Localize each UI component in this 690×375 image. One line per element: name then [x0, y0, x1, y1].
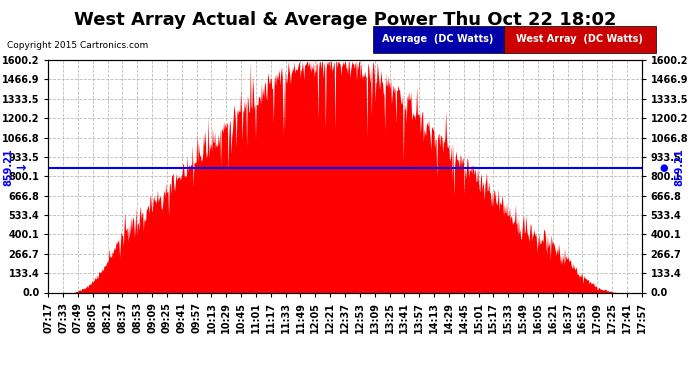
Text: →: → — [15, 161, 26, 174]
Text: 859.21: 859.21 — [675, 149, 684, 186]
Text: West Array  (DC Watts): West Array (DC Watts) — [516, 34, 643, 44]
Text: 859.21: 859.21 — [3, 149, 13, 186]
Text: Copyright 2015 Cartronics.com: Copyright 2015 Cartronics.com — [7, 41, 148, 50]
Text: West Array Actual & Average Power Thu Oct 22 18:02: West Array Actual & Average Power Thu Oc… — [74, 11, 616, 29]
Text: ●: ● — [660, 163, 668, 172]
Text: Average  (DC Watts): Average (DC Watts) — [382, 34, 494, 44]
